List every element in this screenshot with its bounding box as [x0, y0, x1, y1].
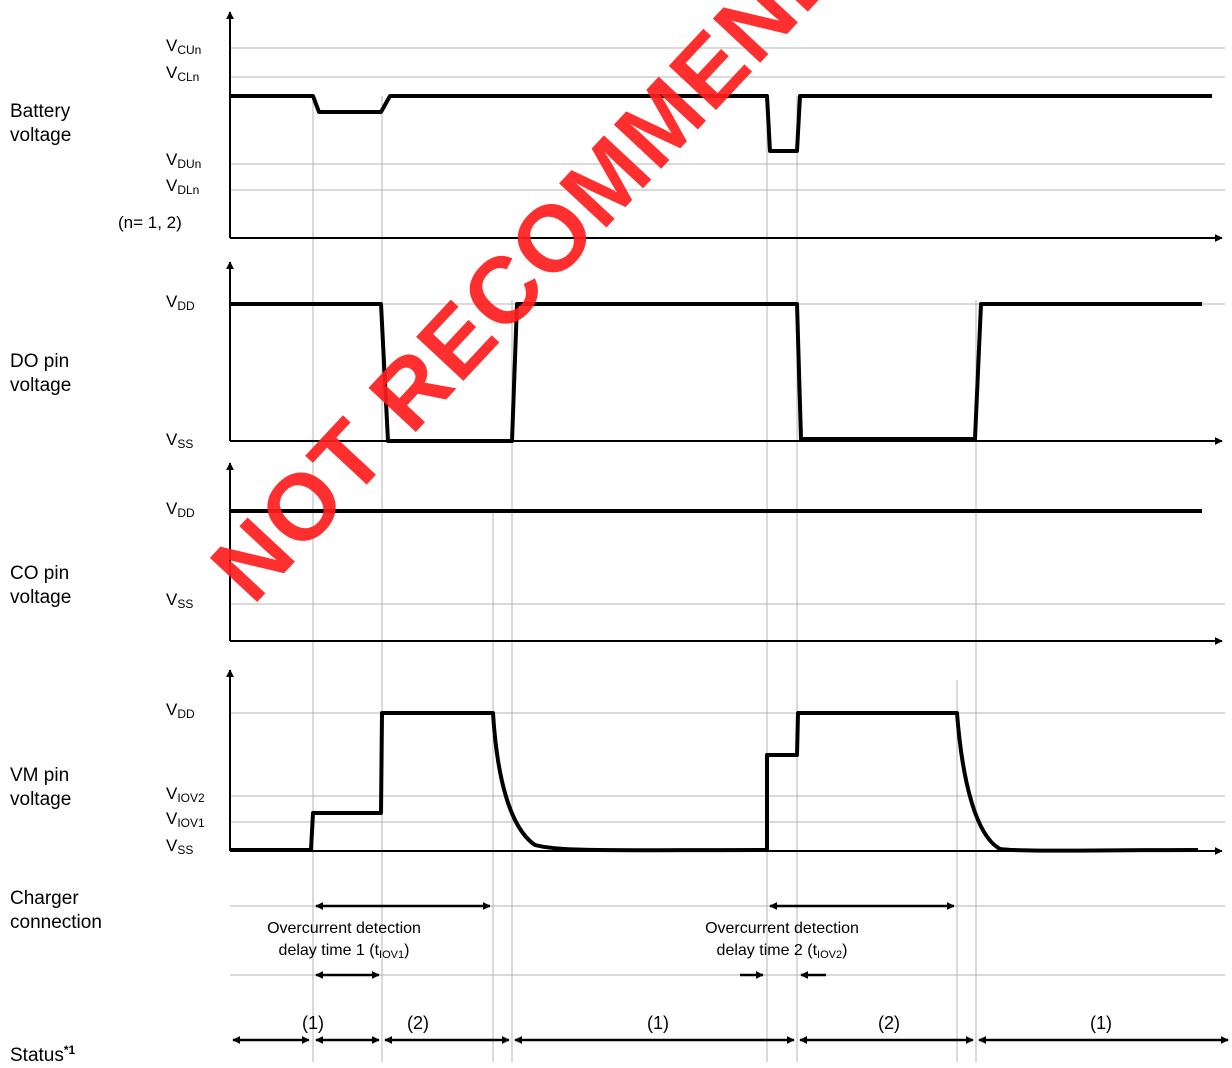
co-pin-voltage-label: CO pin voltage — [10, 563, 72, 608]
vm-pin-voltage-label: VM pin voltage — [10, 765, 72, 810]
overcurrent-delay-1-annotation: Overcurrent detection delay time 1 (tIOV… — [267, 920, 421, 961]
status-label: Status*1 — [10, 1043, 76, 1066]
level-co-vdd: VDD — [166, 499, 195, 520]
level-vm-vdd: VDD — [166, 700, 195, 721]
level-vm-vss: VSS — [166, 836, 194, 857]
level-vm-viov2: VIOV2 — [166, 784, 205, 805]
level-co-vss: VSS — [166, 590, 194, 611]
status-3: (1) — [647, 1013, 669, 1033]
status-1: (1) — [302, 1013, 324, 1033]
status-4: (2) — [878, 1013, 900, 1033]
battery-voltage-trace — [230, 94, 1212, 153]
status-5: (1) — [1090, 1013, 1112, 1033]
status-2: (2) — [407, 1013, 429, 1033]
status-footnote-mark: *1 — [63, 1043, 76, 1057]
level-vm-viov1: VIOV1 — [166, 809, 205, 830]
n-note: (n= 1, 2) — [118, 213, 182, 232]
timing-arrows — [232, 902, 1229, 1044]
do-pin-trace — [230, 302, 1202, 443]
battery-voltage-label: Battery voltage — [10, 101, 72, 146]
level-vdln: VDLn — [166, 176, 200, 197]
charger-connection-label: Charger connection — [10, 888, 102, 933]
level-do-vss: VSS — [166, 430, 194, 451]
vm-pin-trace — [230, 711, 1199, 853]
do-pin-voltage-label: DO pin voltage — [10, 351, 72, 396]
level-vcln: VCLn — [166, 63, 200, 84]
level-vdun: VDUn — [166, 150, 202, 171]
level-do-vdd: VDD — [166, 292, 195, 313]
level-vcun: VCUn — [166, 36, 202, 57]
overcurrent-delay-2-annotation: Overcurrent detection delay time 2 (tIOV… — [705, 920, 859, 961]
